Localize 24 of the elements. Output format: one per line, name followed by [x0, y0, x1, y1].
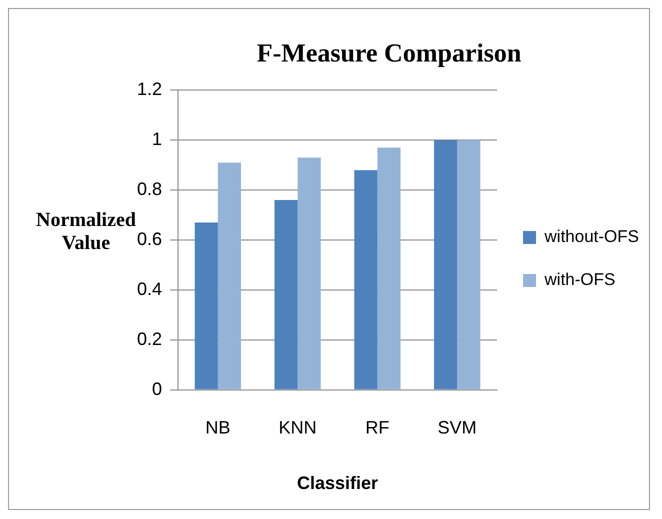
bar: [354, 170, 378, 390]
x-tick-label: SVM: [438, 418, 477, 438]
y-tick-label: 0.4: [136, 278, 162, 299]
y-tick-label: 0.2: [136, 328, 162, 349]
chart-title: F-Measure Comparison: [256, 38, 522, 68]
x-tick-label: KNN: [278, 418, 317, 438]
bar: [218, 162, 242, 390]
bar: [298, 158, 321, 390]
bar: [434, 140, 458, 390]
y-tick-label: 0.8: [136, 179, 162, 200]
x-tick-label: RF: [365, 418, 390, 438]
y-tick-label: 1.2: [136, 79, 162, 100]
legend-label: with-OFS: [544, 270, 616, 290]
bar: [194, 222, 218, 390]
bar: [274, 200, 298, 390]
y-tick-label: 0: [152, 378, 162, 399]
x-axis-title: Classifier: [297, 473, 378, 494]
bar: [377, 148, 401, 390]
x-tick-label: NB: [205, 418, 230, 438]
y-tick-label: 0.6: [136, 228, 162, 249]
bar: [457, 140, 480, 390]
y-axis-title: Normalized Value: [36, 209, 136, 254]
y-tick-label: 1: [152, 129, 162, 150]
legend-label: without-OFS: [544, 227, 640, 246]
